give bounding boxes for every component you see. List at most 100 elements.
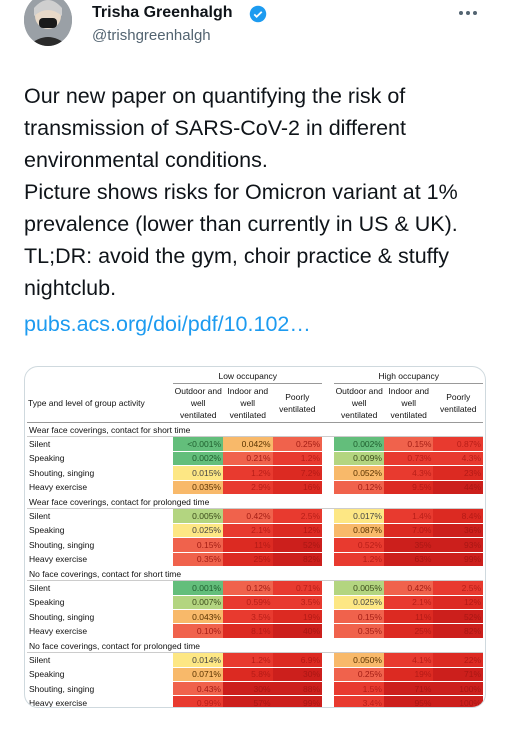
risk-cell: 0.007% [173, 595, 223, 611]
spacer [322, 552, 335, 567]
risk-cell: 1.2% [223, 465, 273, 481]
risk-cell: 100% [433, 681, 483, 697]
tweet-link[interactable]: pubs.acs.org/doi/pdf/10.102… [24, 312, 311, 336]
risk-cell: 30% [223, 681, 273, 697]
risk-cell: 99% [433, 552, 483, 567]
risk-cell: 0.043% [173, 609, 223, 625]
group-header: High occupancy [334, 369, 483, 384]
risk-cell: 0.025% [334, 595, 384, 611]
verified-badge [249, 5, 267, 23]
risk-cell: 0.042% [223, 436, 273, 452]
risk-cell: 0.21% [223, 451, 273, 467]
risk-cell: 0.035% [173, 480, 223, 495]
risk-cell: 71% [433, 667, 483, 683]
column-header: Indoor and well ventilated [223, 383, 273, 423]
data-row: Heavy exercise 0.10% 8.1% 40% 0.35% 25% 82% [27, 623, 483, 639]
row-label: Speaking [27, 451, 174, 467]
risk-cell: <0.001% [173, 436, 223, 452]
risk-cell: 1.4% [383, 508, 434, 524]
risk-cell: 25% [223, 552, 273, 567]
spacer [322, 537, 335, 553]
risk-cell: 8.1% [223, 623, 273, 639]
risk-cell: 0.025% [173, 523, 223, 539]
author-name[interactable]: Trisha Greenhalgh [92, 4, 233, 21]
risk-cell: 40% [272, 623, 323, 639]
risk-cell: 0.071% [173, 667, 223, 683]
data-row: Heavy exercise 0.99% 57% 99% 3.4% 95% 100% [27, 695, 483, 707]
column-header: Outdoor and well ventilated [173, 383, 223, 423]
section-row: No face coverings, contact for prolonged… [27, 638, 483, 654]
section-title: Wear face coverings, contact for prolong… [27, 494, 483, 510]
risk-cell: 0.014% [173, 652, 223, 668]
column-header: Poorly ventilated [433, 383, 483, 423]
risk-cell: 19% [272, 609, 323, 625]
spacer [322, 695, 335, 707]
risk-cell: 22% [433, 652, 483, 668]
spacer [322, 609, 335, 625]
risk-cell: 2.5% [272, 508, 323, 524]
row-label: Speaking [27, 667, 174, 683]
data-row: Speaking 0.071% 5.8% 30% 0.25% 19% 71% [27, 667, 483, 683]
risk-cell: 0.009% [334, 451, 384, 467]
risk-cell: 44% [433, 480, 483, 495]
spacer [322, 681, 335, 697]
risk-cell: 35% [383, 537, 434, 553]
risk-cell: 36% [433, 523, 483, 539]
risk-cell: 5.8% [223, 667, 273, 683]
risk-cell: 3.5% [223, 609, 273, 625]
risk-cell: 0.015% [173, 465, 223, 481]
section-title: No face coverings, contact for prolonged… [27, 638, 483, 654]
risk-cell: 0.15% [173, 537, 223, 553]
spacer [322, 580, 335, 596]
avatar[interactable] [24, 0, 72, 46]
risk-cell: 0.001% [173, 580, 223, 596]
risk-cell: 0.71% [272, 580, 323, 596]
more-button[interactable] [458, 8, 478, 18]
risk-cell: 1.2% [334, 552, 384, 567]
data-row: Silent 0.014% 1.2% 6.9% 0.050% 4.1% 22% [27, 652, 483, 668]
author-handle[interactable]: @trishgreenhalgh [92, 27, 211, 44]
column-header: Indoor and well ventilated [383, 383, 434, 423]
risk-cell: 0.99% [173, 695, 223, 707]
risk-cell: 0.15% [334, 609, 384, 625]
tweet-text: Our new paper on quantifying the risk of… [24, 84, 458, 300]
data-row: Shouting, singing 0.43% 30% 88% 1.5% 71% 100% [27, 681, 483, 697]
risk-cell: 2.1% [383, 595, 434, 611]
spacer [322, 652, 335, 668]
data-row: Heavy exercise 0.035% 2.9% 16% 0.12% 9.5% 44% [27, 480, 483, 495]
data-row: Shouting, singing 0.15% 11% 52% 0.52% 35% 93% [27, 537, 483, 553]
risk-cell: 0.87% [433, 436, 483, 452]
risk-cell: 0.10% [173, 623, 223, 639]
risk-cell: 57% [223, 695, 273, 707]
data-row: Speaking 0.002% 0.21% 1.2% 0.009% 0.73% 4.3% [27, 451, 483, 467]
risk-cell: 52% [272, 537, 323, 553]
risk-cell: 99% [272, 695, 323, 707]
row-label: Heavy exercise [27, 552, 174, 567]
spacer [322, 523, 335, 539]
row-label: Silent [27, 580, 174, 596]
data-row: Shouting, singing 0.015% 1.2% 7.2% 0.052% 4.3… [27, 465, 483, 481]
risk-cell: 12% [433, 595, 483, 611]
risk-cell: 0.59% [223, 595, 273, 611]
row-label: Heavy exercise [27, 623, 174, 639]
table-image[interactable]: Low occupancy High occupancy Type and lev… [24, 366, 486, 708]
risk-cell: 100% [433, 695, 483, 707]
risk-cell: 7.2% [272, 465, 323, 481]
spacer [322, 451, 335, 467]
risk-cell: 1.2% [272, 451, 323, 467]
risk-cell: 0.005% [173, 508, 223, 524]
risk-cell: 82% [272, 552, 323, 567]
risk-cell: 0.73% [383, 451, 434, 467]
risk-cell: 2.5% [433, 580, 483, 596]
group-header: Low occupancy [173, 369, 323, 384]
row-label: Silent [27, 436, 174, 452]
row-label: Heavy exercise [27, 480, 174, 495]
data-row: Silent 0.005% 0.42% 2.5% 0.017% 1.4% 8.4% [27, 508, 483, 524]
risk-cell: 23% [433, 465, 483, 481]
spacer [322, 480, 335, 495]
risk-cell: 25% [383, 623, 434, 639]
spacer [322, 465, 335, 481]
row-label: Shouting, singing [27, 609, 174, 625]
spacer [322, 436, 335, 452]
